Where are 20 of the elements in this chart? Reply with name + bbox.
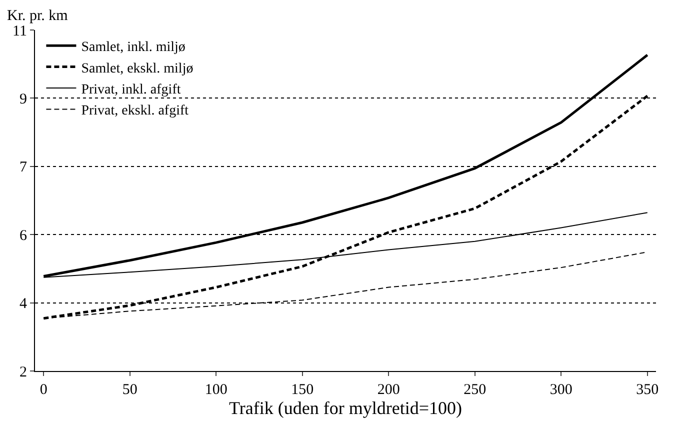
legend-label: Privat, ekskl. afgift [81, 104, 189, 119]
x-tick-label: 300 [550, 382, 572, 398]
y-tick-label: 2 [20, 364, 27, 380]
y-tick-label: 7 [20, 160, 28, 176]
x-tick-label: 350 [636, 382, 659, 398]
x-axis-title: Trafik (uden for myldretid=100) [229, 398, 462, 418]
x-tick-label: 250 [464, 382, 486, 398]
x-tick-label: 100 [204, 382, 228, 398]
x-tick-label: 50 [122, 382, 138, 398]
y-tick-label: 11 [12, 23, 27, 40]
legend-label: Samlet, inkl. miljø [81, 40, 186, 56]
legend-label: Privat, inkl. afgift [81, 82, 181, 98]
x-tick-label: 0 [40, 382, 48, 398]
y-axis-title: Kr. pr. km [7, 8, 68, 24]
x-tick-label: 200 [377, 382, 400, 398]
y-tick-label: 4 [20, 296, 28, 312]
x-tick-label: 150 [291, 382, 314, 398]
legend-label: Samlet, ekskl. miljø [81, 61, 194, 76]
y-tick-label: 9 [20, 91, 27, 108]
y-tick-label: 6 [20, 228, 28, 244]
